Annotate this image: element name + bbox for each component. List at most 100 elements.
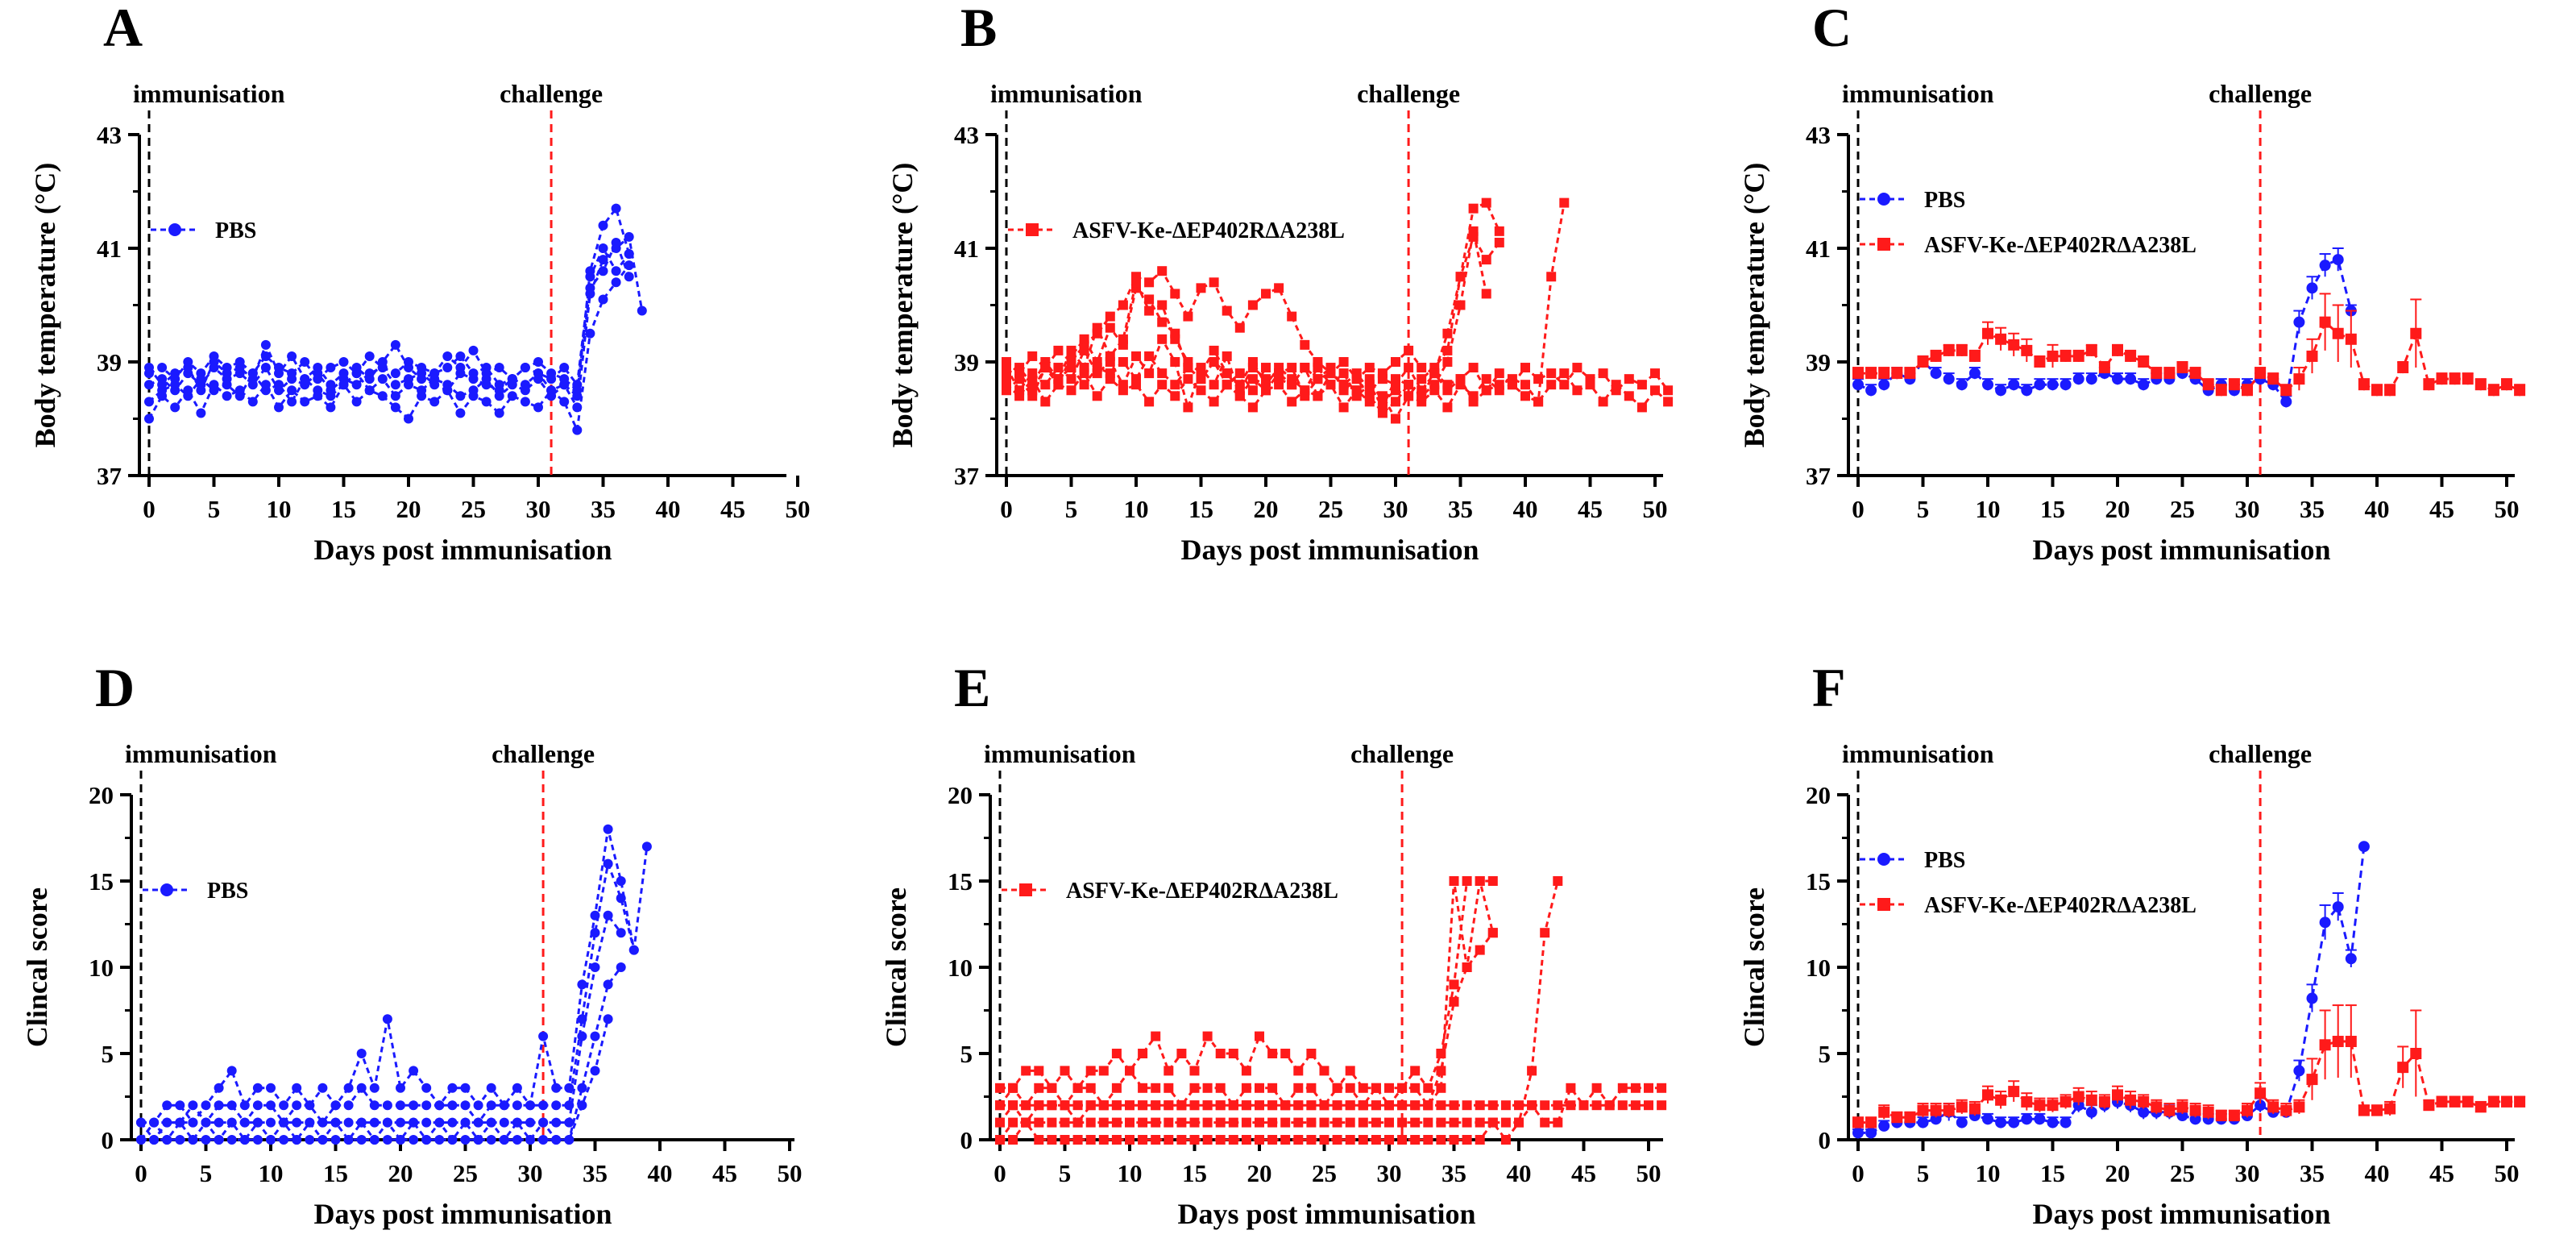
data-point-circle [1995, 1116, 2007, 1128]
data-point-square [2151, 368, 2163, 380]
data-point-circle [585, 283, 595, 293]
data-point-square [1332, 1100, 1342, 1111]
x-tick-label: 40 [648, 1159, 673, 1187]
x-tick-label: 25 [461, 495, 486, 523]
data-point-square [2085, 344, 2097, 356]
data-point-square [1215, 1083, 1226, 1093]
data-point-square [1475, 876, 1485, 886]
data-point-square [1325, 368, 1336, 379]
data-point-square [1319, 1117, 1329, 1128]
x-axis-title: Days post immunisation [1177, 1198, 1475, 1230]
data-point-circle [512, 1135, 522, 1145]
panel-b: B 37 39 41 43 0 5 10 15 20 25 30 35 40 45 50 Days post i… [886, 0, 1674, 566]
data-point-circle [292, 1100, 302, 1111]
x-tick-label: 30 [518, 1159, 543, 1187]
data-point-square [1131, 277, 1141, 288]
data-point-square [1008, 1100, 1018, 1111]
data-point-circle [2021, 1113, 2033, 1125]
data-point-square [1222, 368, 1232, 379]
data-point-circle [1982, 1113, 1993, 1125]
data-point-square [1118, 334, 1128, 344]
data-point-square [2293, 1101, 2305, 1113]
data-point-square [1215, 1135, 1226, 1145]
data-point-square [1125, 1135, 1135, 1145]
data-point-circle [616, 962, 626, 972]
data-point-square [2060, 1095, 2072, 1108]
data-point-square [1287, 311, 1297, 322]
data-point-circle [572, 425, 583, 435]
x-axis-title: Days post immunisation [2032, 1198, 2330, 1230]
x-tick-label: 45 [1578, 495, 1603, 523]
data-point-square [1468, 203, 1479, 214]
series-asfv-3 [995, 876, 1563, 1145]
data-point-square [1040, 380, 1051, 390]
data-point-square [1417, 374, 1427, 384]
data-point-circle [624, 249, 634, 260]
data-point-square [1384, 1135, 1394, 1145]
data-point-square [1157, 380, 1168, 390]
data-point-square [1481, 289, 1491, 299]
data-point-square [2189, 1104, 2201, 1116]
series-line [998, 880, 1495, 1125]
y-axis-title: Clincal score [1738, 887, 1770, 1047]
data-point-square [1255, 1100, 1264, 1111]
data-point-square [1540, 1100, 1550, 1111]
data-point-circle [175, 1135, 185, 1145]
data-point-circle [149, 1117, 160, 1128]
data-point-circle [2255, 1099, 2267, 1112]
data-point-square [2410, 327, 2422, 339]
y-tick-label: 0 [1819, 1126, 1831, 1154]
data-point-circle [2112, 373, 2123, 385]
data-point-square [1157, 300, 1168, 310]
data-point-circle [396, 1083, 405, 1093]
data-point-circle [616, 876, 626, 886]
x-tick-label: 20 [2105, 1159, 2130, 1187]
data-point-square [1027, 374, 1038, 384]
data-point-circle [468, 368, 479, 379]
legend-item: PBS [151, 218, 256, 243]
data-point-square [2098, 1095, 2110, 1108]
data-point-square [1404, 380, 1414, 390]
series-line [998, 932, 1494, 1108]
data-point-square [1462, 962, 1472, 972]
data-point-circle [292, 1083, 302, 1093]
x-tick-label: 25 [1318, 495, 1343, 523]
data-point-square [1027, 385, 1038, 396]
data-point-circle [157, 391, 168, 401]
data-point-circle [149, 1135, 160, 1145]
data-point-square [1085, 1135, 1096, 1145]
data-point-circle [417, 374, 427, 384]
x-tick-label: 15 [1182, 1159, 1207, 1187]
data-point-square [1202, 1135, 1213, 1145]
data-point-circle [364, 374, 375, 384]
data-point-square [1449, 1135, 1459, 1145]
data-point-square [1144, 294, 1155, 305]
data-point-square [1865, 1116, 1877, 1128]
data-point-circle [429, 368, 440, 379]
data-point-circle [305, 1135, 315, 1145]
data-point-square [2462, 1095, 2474, 1108]
data-point-square [1449, 1117, 1459, 1128]
data-point-circle [369, 1117, 380, 1128]
data-point-circle [396, 1135, 405, 1145]
data-point-circle [287, 397, 297, 407]
data-point-square [1176, 1135, 1187, 1145]
data-point-square [1494, 385, 1504, 396]
data-point-square [1170, 380, 1180, 390]
data-point-square [1546, 380, 1557, 390]
data-point-square [2202, 379, 2214, 391]
data-point-square [1151, 1083, 1161, 1093]
data-point-square [1079, 345, 1089, 355]
immunisation-label: immunisation [1842, 79, 1994, 108]
data-point-circle [551, 1117, 562, 1128]
data-point-circle [247, 368, 258, 379]
legend-label: PBS [215, 218, 256, 243]
data-point-square [1481, 385, 1491, 396]
x-tick-label: 10 [259, 1159, 284, 1187]
data-point-square [1404, 345, 1414, 355]
data-point-circle [287, 351, 297, 361]
data-point-square [1300, 385, 1310, 396]
x-tick-label: 5 [1059, 1159, 1072, 1187]
x-tick-label: 40 [1513, 495, 1538, 523]
data-point-circle [247, 397, 258, 407]
